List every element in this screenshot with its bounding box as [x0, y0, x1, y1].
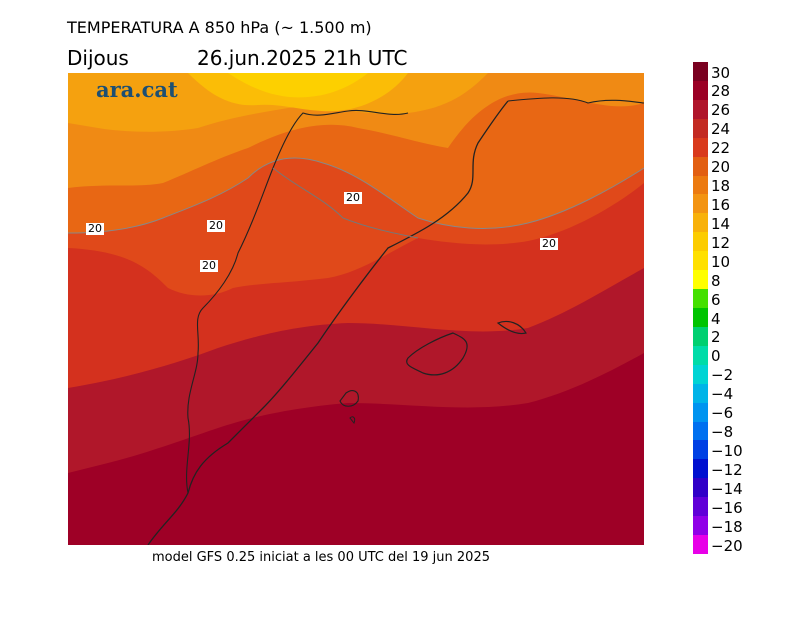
island-mallorca [406, 332, 468, 376]
colorbar-label: 12 [711, 233, 731, 252]
colorbar-label: −14 [711, 479, 743, 498]
colorbar-label: 26 [711, 101, 731, 120]
colorbar-cell [693, 440, 708, 460]
colorbar-label: −8 [711, 423, 734, 442]
island-formentera [349, 416, 356, 424]
colorbar-cell [693, 535, 708, 555]
colorbar-cell [693, 345, 708, 366]
colorbar-label: −18 [711, 517, 743, 536]
colorbar-cell [693, 251, 708, 271]
colorbar-cell [693, 232, 708, 252]
colorbar-cell [693, 478, 708, 498]
colorbar-label: 20 [711, 158, 731, 177]
map-subtitle: Dijous 26.jun.2025 21h UTC [67, 46, 407, 70]
band-12 [228, 73, 368, 98]
colorbar-cell [693, 383, 708, 404]
colorbar-label: 0 [711, 347, 721, 366]
contour-label: 20 [207, 219, 225, 232]
colorbar-label: 28 [711, 82, 731, 101]
colorbar-label: 30 [711, 63, 731, 82]
contour-label: 20 [200, 259, 218, 272]
border-line-east [507, 97, 644, 104]
colorbar-cell [693, 459, 708, 479]
day-label: Dijous [67, 46, 129, 70]
colorbar-label: 4 [711, 309, 721, 328]
colorbar-label: 6 [711, 290, 721, 309]
colorbar-cell [693, 308, 708, 328]
colorbar-label: −6 [711, 404, 734, 423]
map-title: TEMPERATURA A 850 hPa (~ 1.500 m) [67, 18, 372, 37]
temperature-field [68, 73, 644, 545]
colorbar-label: 2 [711, 328, 721, 347]
colorbar-label: −16 [711, 498, 743, 517]
colorbar-cell [693, 516, 708, 536]
colorbar-cell [693, 364, 708, 385]
contour-20-line [68, 157, 644, 234]
model-run-caption: model GFS 0.25 iniciat a les 00 UTC del … [152, 550, 490, 565]
colorbar-cell [693, 289, 708, 309]
colorbar-label: 18 [711, 177, 731, 196]
colorbar-label: 10 [711, 252, 731, 271]
colorbar-cell [693, 99, 708, 120]
date-time-label: 26.jun.2025 21h UTC [197, 46, 408, 70]
contour-label: 20 [344, 191, 362, 204]
contour-label: 20 [86, 222, 104, 235]
colorbar-label: 22 [711, 139, 731, 158]
colorbar-cell [693, 156, 708, 177]
colorbar-label: 24 [711, 120, 731, 139]
island-menorca [496, 320, 527, 335]
island-ibiza [339, 390, 359, 407]
colorbar-cell [693, 137, 708, 158]
temperature-map: ara.cat 20 20 20 20 20 [68, 73, 644, 545]
colorbar-label: −4 [711, 385, 734, 404]
colorbar-label: 8 [711, 271, 721, 290]
colorbar-label: 14 [711, 214, 731, 233]
colorbar-cell [693, 497, 708, 517]
coastline [147, 100, 509, 545]
colorbar-label: −12 [711, 460, 743, 479]
colorbar-label: −10 [711, 441, 743, 460]
colorbar-cell [693, 421, 708, 441]
colorbar-cell [693, 80, 708, 101]
colorbar-label: −20 [711, 536, 743, 555]
border-line [186, 109, 409, 494]
colorbar-cell [693, 402, 708, 423]
colorbar-cell [693, 270, 708, 290]
colorbar-cell [693, 194, 708, 214]
colorbar-cell [693, 213, 708, 233]
colorbar-cell [693, 326, 708, 347]
colorbar-cell [693, 118, 708, 139]
colorbar-cell [693, 175, 708, 195]
contour-label: 20 [540, 237, 558, 250]
colorbar-label: 16 [711, 195, 731, 214]
ara-cat-logo: ara.cat [96, 77, 178, 102]
colorbar-cell [693, 62, 708, 82]
region-border [272, 167, 419, 239]
colorbar-label: −2 [711, 366, 734, 385]
temperature-colorbar [693, 62, 708, 555]
